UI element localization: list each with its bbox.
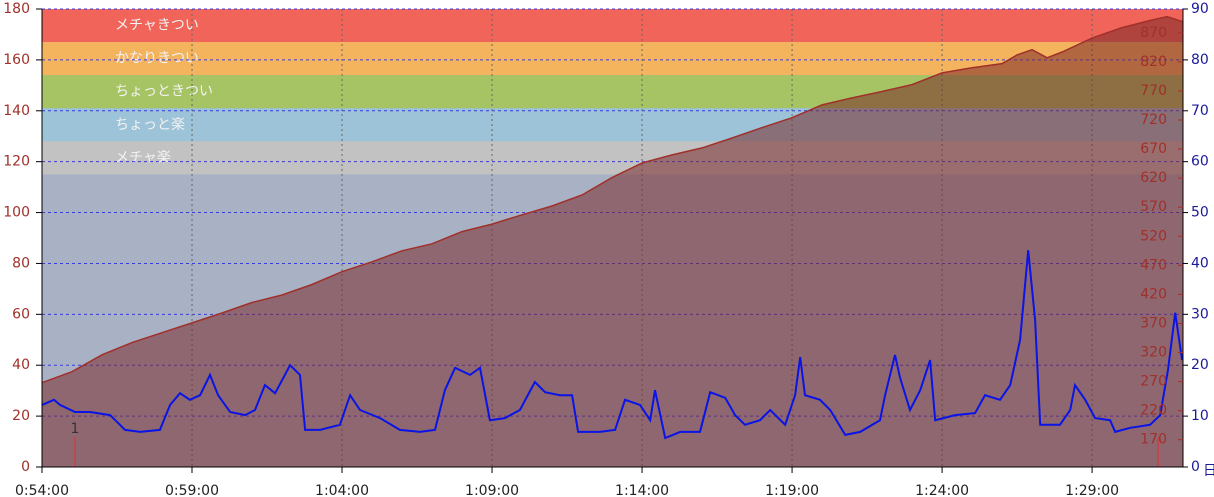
y3-tick-label: 620: [1140, 170, 1167, 186]
y2-tick-label: 0: [1191, 459, 1200, 475]
marker-label: 1: [71, 421, 80, 437]
y2-tick-label: 20: [1191, 357, 1209, 373]
y3-tick-label: 570: [1140, 199, 1167, 215]
y-tick-label: 60: [12, 306, 30, 322]
y-tick-label: 180: [3, 1, 30, 17]
y-tick-label: 40: [12, 357, 30, 373]
x-tick-label: 1:14:00: [615, 483, 669, 497]
zone-label: メチャ楽: [115, 150, 171, 166]
zone-label: かなりきつい: [115, 51, 199, 67]
y3-tick-label: 770: [1140, 83, 1167, 99]
y3-tick-label: 670: [1140, 141, 1167, 157]
y3-tick-label: 820: [1140, 54, 1167, 70]
zone-band: [42, 9, 1183, 43]
zone-label: メチャきつい: [115, 18, 199, 34]
zone-label: ちょっときつい: [115, 84, 213, 100]
y2-tick-label: 50: [1191, 205, 1209, 221]
area-fill: [42, 16, 1183, 467]
y-tick-label: 80: [12, 255, 30, 271]
x-tick-label: 1:19:00: [765, 483, 819, 497]
y-tick-label: 20: [12, 408, 30, 424]
y3-tick-label: 520: [1140, 228, 1167, 244]
y-tick-label: 120: [3, 154, 30, 170]
y3-tick-label: 320: [1140, 345, 1167, 361]
series-line: [41, 15, 1184, 384]
y3-tick-label: 370: [1140, 315, 1167, 331]
x-tick-label: 1:24:00: [915, 483, 969, 497]
x-tick-label: 0:54:00: [15, 483, 69, 497]
y2-tick-label: 40: [1191, 255, 1209, 271]
y3-tick-label: 470: [1140, 257, 1167, 273]
x-tick-label: 1:09:00: [465, 483, 519, 497]
y-tick-label: 140: [3, 103, 30, 119]
x-tick-label: 0:59:00: [165, 483, 219, 497]
x-tick-label: 1:04:00: [315, 483, 369, 497]
x-tick-label: 1:29:00: [1065, 483, 1119, 497]
y2-tick-label: 90: [1191, 1, 1209, 17]
y-tick-label: 0: [21, 459, 30, 475]
y3-tick-label: 420: [1140, 286, 1167, 302]
y3-tick-label: 270: [1140, 374, 1167, 390]
y2-tick-label: 70: [1191, 103, 1209, 119]
y-tick-label: 160: [3, 52, 30, 68]
y2-tick-label: 80: [1191, 52, 1209, 68]
y2-tick-label: 60: [1191, 154, 1209, 170]
y3-tick-label: 870: [1140, 25, 1167, 41]
y2-unit: 日: [1203, 463, 1214, 479]
y2-tick-label: 10: [1191, 408, 1209, 424]
y3-tick-label: 220: [1140, 403, 1167, 419]
series-line: [41, 250, 1184, 440]
y3-tick-label: 720: [1140, 112, 1167, 128]
y3-tick-label: 170: [1140, 432, 1167, 448]
y-tick-label: 100: [3, 205, 30, 221]
zone-label: ちょっと楽: [115, 117, 185, 133]
y2-tick-label: 30: [1191, 306, 1209, 322]
